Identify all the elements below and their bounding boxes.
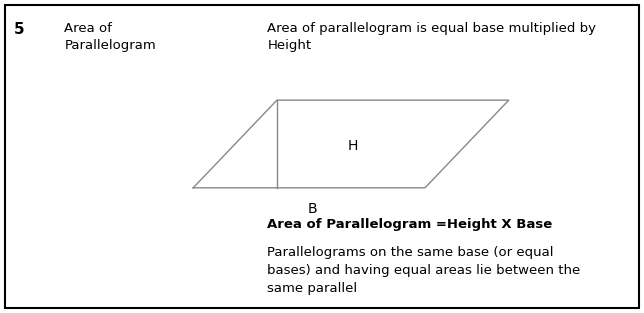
Text: Area of Parallelogram =Height X Base: Area of Parallelogram =Height X Base bbox=[267, 218, 553, 231]
Text: H: H bbox=[348, 139, 358, 152]
Text: Area of parallelogram is equal base multiplied by
Height: Area of parallelogram is equal base mult… bbox=[267, 22, 596, 52]
Text: Area of
Parallelogram: Area of Parallelogram bbox=[64, 22, 156, 52]
Text: B: B bbox=[308, 202, 317, 216]
Text: 5: 5 bbox=[14, 22, 24, 37]
Text: Parallelograms on the same base (or equal
bases) and having equal areas lie betw: Parallelograms on the same base (or equa… bbox=[267, 246, 580, 295]
FancyBboxPatch shape bbox=[5, 5, 639, 308]
